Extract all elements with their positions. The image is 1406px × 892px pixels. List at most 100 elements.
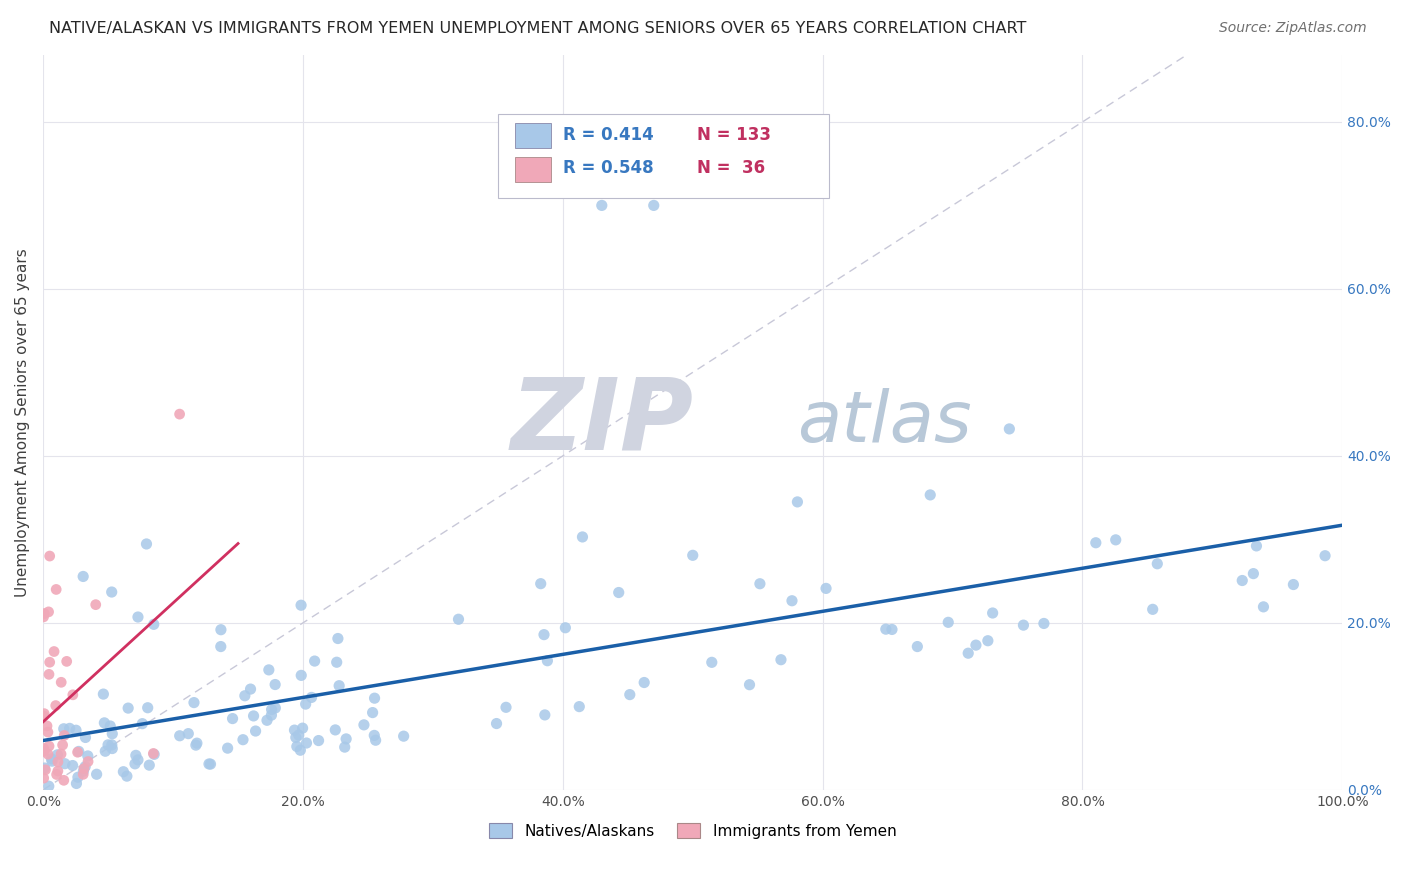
Point <box>1241 566 1264 581</box>
FancyBboxPatch shape <box>515 156 551 181</box>
Point <box>65 723 87 738</box>
Point <box>1246 539 1268 553</box>
Point <box>62 688 84 702</box>
Point <box>568 699 591 714</box>
Text: ZIP: ZIP <box>510 374 693 471</box>
Point <box>333 740 356 755</box>
Point <box>94 744 117 758</box>
Point <box>530 576 553 591</box>
Point <box>46 764 69 778</box>
Text: R = 0.414: R = 0.414 <box>562 127 654 145</box>
Point <box>46 755 69 769</box>
Point <box>52 738 75 752</box>
Point <box>100 585 122 599</box>
Point <box>920 488 942 502</box>
Point <box>495 700 517 714</box>
Point <box>169 407 191 421</box>
Point <box>38 605 60 619</box>
Point <box>977 633 1000 648</box>
Point <box>233 689 256 703</box>
Point <box>32 706 55 721</box>
Point <box>75 731 97 745</box>
Point <box>77 755 100 769</box>
Point <box>101 738 124 752</box>
Point <box>361 706 384 720</box>
Point <box>34 763 56 777</box>
Point <box>619 688 641 702</box>
Point <box>200 757 222 772</box>
Point <box>37 725 59 739</box>
Point <box>957 646 980 660</box>
Point <box>284 731 307 745</box>
Point <box>209 623 232 637</box>
Point <box>880 623 903 637</box>
Y-axis label: Unemployment Among Seniors over 65 years: Unemployment Among Seniors over 65 years <box>15 248 30 597</box>
Point <box>45 767 67 781</box>
Point <box>67 744 90 758</box>
Point <box>363 691 385 706</box>
Point <box>177 726 200 740</box>
Point <box>115 769 138 783</box>
Point <box>217 741 239 756</box>
Point <box>52 722 75 736</box>
Point <box>62 758 84 772</box>
Point <box>815 582 838 596</box>
Point <box>76 748 98 763</box>
Point <box>34 607 56 621</box>
Text: Source: ZipAtlas.com: Source: ZipAtlas.com <box>1219 21 1367 35</box>
Point <box>738 678 761 692</box>
Legend: Natives/Alaskans, Immigrants from Yemen: Natives/Alaskans, Immigrants from Yemen <box>484 817 903 845</box>
Point <box>124 756 146 771</box>
Point <box>1282 577 1305 591</box>
Point <box>1313 549 1336 563</box>
Point <box>256 714 278 728</box>
Point <box>290 743 312 757</box>
Point <box>294 697 316 711</box>
Point <box>291 721 314 735</box>
Point <box>184 738 207 752</box>
Point <box>780 593 803 607</box>
Point <box>534 707 557 722</box>
Point <box>533 627 555 641</box>
Point <box>981 606 1004 620</box>
Text: R = 0.548: R = 0.548 <box>562 160 654 178</box>
Text: atlas: atlas <box>797 388 972 457</box>
Point <box>125 748 148 763</box>
Point <box>38 549 60 563</box>
Point <box>46 747 69 762</box>
Point <box>769 653 792 667</box>
Point <box>136 700 159 714</box>
Point <box>260 702 283 716</box>
Point <box>245 724 267 739</box>
Point <box>1032 616 1054 631</box>
Point <box>66 770 89 784</box>
Point <box>1142 602 1164 616</box>
Point <box>131 716 153 731</box>
Point <box>308 733 330 747</box>
Point <box>536 654 558 668</box>
Point <box>53 756 76 771</box>
Point <box>32 771 55 785</box>
Point <box>38 667 60 681</box>
Point <box>905 640 928 654</box>
Point <box>98 719 121 733</box>
Point <box>232 732 254 747</box>
Point <box>55 654 77 668</box>
Point <box>875 622 897 636</box>
Point <box>447 612 470 626</box>
Point <box>786 495 808 509</box>
Point <box>142 747 165 761</box>
Point <box>242 709 264 723</box>
Point <box>65 776 87 790</box>
Point <box>700 656 723 670</box>
Point <box>364 733 387 747</box>
Point <box>239 682 262 697</box>
Point <box>42 644 65 658</box>
Point <box>142 617 165 632</box>
Point <box>66 745 89 759</box>
Point <box>101 727 124 741</box>
Point <box>1232 574 1254 588</box>
Point <box>301 690 323 705</box>
Point <box>748 576 770 591</box>
Point <box>93 687 115 701</box>
